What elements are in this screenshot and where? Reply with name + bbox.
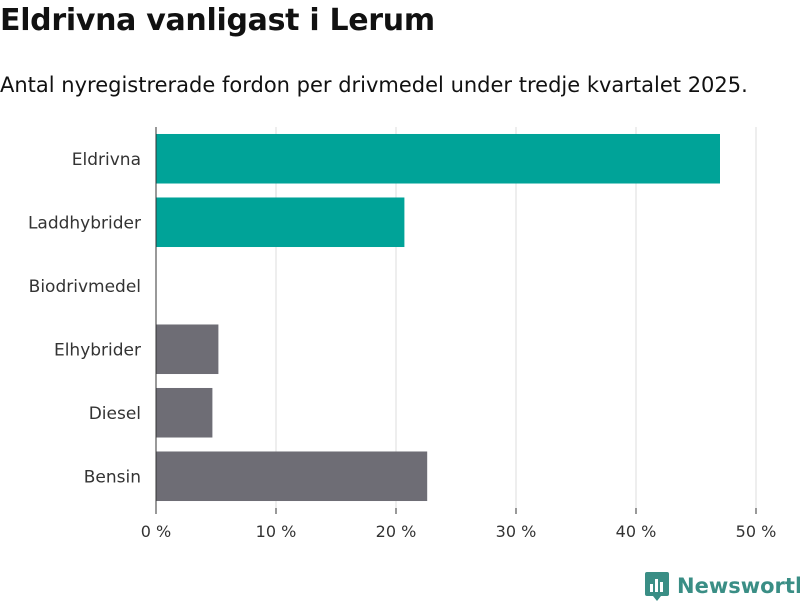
- x-tick-label: 40 %: [616, 522, 657, 541]
- x-tick-label: 50 %: [736, 522, 777, 541]
- chart-subtitle: Antal nyregistrerade fordon per drivmede…: [0, 73, 748, 97]
- x-tick-label: 20 %: [376, 522, 417, 541]
- bar-chart: Eldrivna Laddhybrider Biodrivmedel Elhybrid…: [28, 127, 777, 541]
- category-label: Diesel: [89, 404, 141, 424]
- category-label: Bensin: [84, 467, 141, 487]
- bar-eldrivna: [156, 133, 720, 184]
- newsworthy-logo: Newsworthy: [644, 570, 800, 602]
- newsworthy-icon: [645, 572, 669, 601]
- x-tick-label: 30 %: [496, 522, 537, 541]
- category-label: Elhybrider: [54, 340, 141, 360]
- bar-bensin: [156, 451, 428, 502]
- category-label: Biodrivmedel: [29, 277, 141, 297]
- category-label: Laddhybrider: [28, 213, 141, 233]
- bar-laddhybrider: [156, 197, 405, 248]
- chart-title: Eldrivna vanligast i Lerum: [0, 3, 435, 38]
- category-label: Eldrivna: [72, 150, 141, 170]
- x-tick-label: 10 %: [256, 522, 297, 541]
- bar-diesel: [156, 387, 213, 438]
- brand-name: Newsworthy: [677, 574, 800, 598]
- x-tick-label: 0 %: [141, 522, 171, 541]
- bar-elhybrider: [156, 324, 219, 375]
